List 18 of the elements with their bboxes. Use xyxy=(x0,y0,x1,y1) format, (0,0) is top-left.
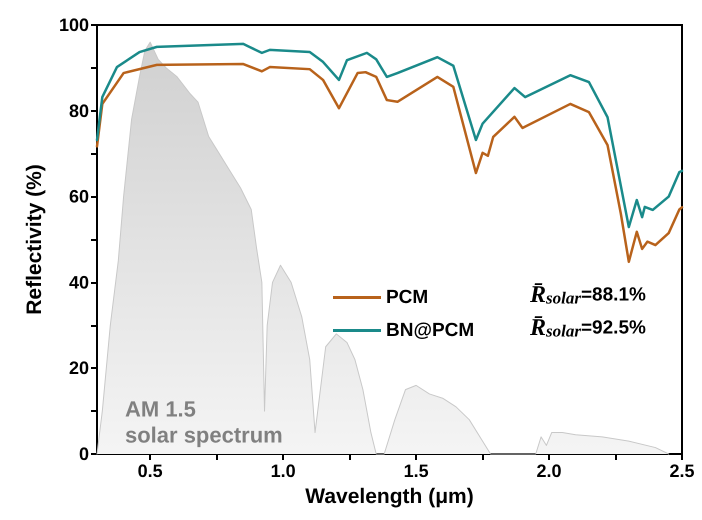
y-tick-label: 100 xyxy=(58,15,89,35)
text: 2.0 xyxy=(536,461,562,481)
y-tick-label: 60 xyxy=(68,186,89,207)
x-tick-label: 2.5 xyxy=(669,461,695,481)
line-series xyxy=(96,42,684,228)
x-tick-label: 1.5 xyxy=(404,461,429,481)
y-tick-label: 40 xyxy=(68,272,89,292)
annotation: AM 1.5 solar spectrum xyxy=(125,396,283,448)
x-axis-title: Wavelength (μm) xyxy=(305,485,474,508)
x-tick-label: 0.5 xyxy=(138,461,163,481)
text: 1.0 xyxy=(270,461,296,481)
y-tick-label: 20 xyxy=(68,358,89,378)
y-tick-label: 80 xyxy=(68,100,89,121)
legend-label: PCM xyxy=(386,287,428,308)
y-tick-label: 0 xyxy=(78,444,89,464)
y-axis-title: Reflectivity (%) xyxy=(23,164,46,315)
line-series xyxy=(96,62,684,264)
legend-label: BN@PCM xyxy=(386,320,474,341)
